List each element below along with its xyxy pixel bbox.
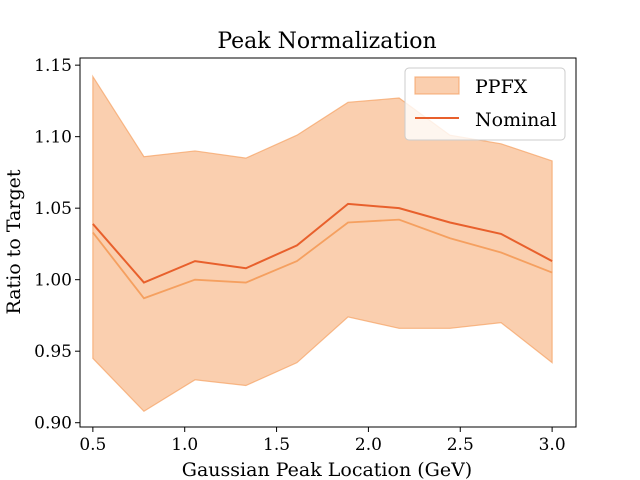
x-tick-label: 1.5 [263, 435, 290, 455]
x-tick-label: 2.5 [447, 435, 474, 455]
legend-label-ppfx: PPFX [475, 76, 528, 98]
nominal-line [92, 202, 553, 284]
chart-title: Peak Normalization [217, 29, 436, 54]
y-tick-label: 1.05 [34, 199, 72, 219]
legend-swatch-ppfx [414, 76, 460, 95]
y-tick-label: 1.15 [34, 56, 72, 76]
ppfx-central-line [92, 218, 553, 300]
x-tick-label: 0.5 [79, 435, 106, 455]
y-tick-label: 0.90 [34, 414, 72, 434]
axes-frame [79, 57, 577, 428]
plot-area [92, 74, 553, 413]
y-axis-label: Ratio to Target [3, 169, 25, 314]
x-tick-label: 3.0 [539, 435, 566, 455]
y-tick-label: 0.95 [34, 342, 72, 362]
x-tick-label: 1.0 [171, 435, 198, 455]
y-tick-label: 1.10 [34, 128, 72, 148]
x-tick-label: 2.0 [355, 435, 382, 455]
x-axis-label: Gaussian Peak Location (GeV) [182, 459, 472, 480]
y-tick-label: 1.00 [34, 271, 72, 291]
ppfx-band [92, 74, 553, 413]
legend-label-nominal: Nominal [475, 109, 557, 131]
axis-ticks: 0.5 1.0 1.5 2.0 2.5 3.0 0.90 0.95 1.00 1.05 1.10 1.… [34, 56, 566, 455]
legend: PPFX Nominal [404, 67, 566, 141]
